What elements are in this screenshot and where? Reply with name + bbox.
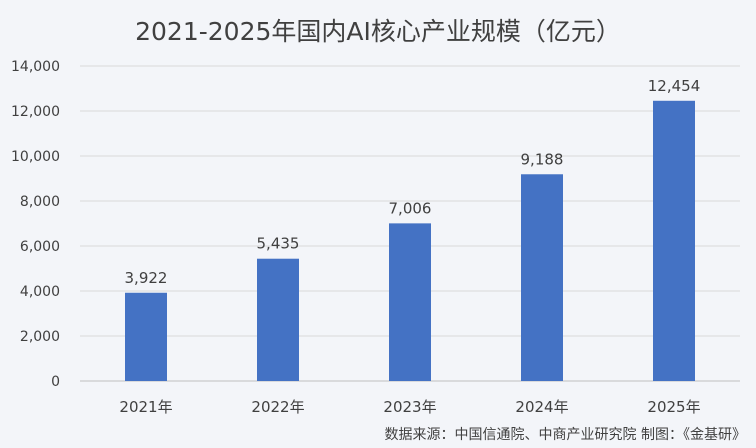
y-tick-label: 2,000 [20, 329, 60, 345]
bar [257, 258, 299, 381]
y-tick-label: 12,000 [11, 104, 60, 120]
chart-title: 2021-2025年国内AI核心产业规模（亿元） [135, 17, 621, 46]
bar [125, 292, 167, 381]
bar-value-label: 3,922 [125, 269, 168, 287]
bar-value-label: 9,188 [521, 150, 564, 168]
bar [389, 223, 431, 381]
x-tick-label: 2021年 [119, 398, 172, 416]
x-tick-label: 2024年 [515, 398, 568, 416]
bar-value-label: 5,435 [257, 235, 300, 253]
x-tick-label: 2023年 [383, 398, 436, 416]
source-note: 数据来源：中国信通院、中商产业研究院 制图：《金基研》 [384, 427, 746, 443]
y-tick-label: 10,000 [11, 149, 60, 165]
y-tick-label: 0 [51, 374, 60, 390]
bar [521, 174, 563, 381]
y-tick-label: 8,000 [20, 194, 60, 210]
y-tick-label: 4,000 [20, 284, 60, 300]
bar-value-label: 7,006 [389, 199, 432, 217]
x-tick-label: 2022年 [251, 398, 304, 416]
y-tick-label: 14,000 [11, 59, 60, 75]
x-tick-label: 2025年 [647, 398, 700, 416]
bar [653, 100, 695, 381]
y-tick-label: 6,000 [20, 239, 60, 255]
bar-value-label: 12,454 [648, 77, 701, 95]
